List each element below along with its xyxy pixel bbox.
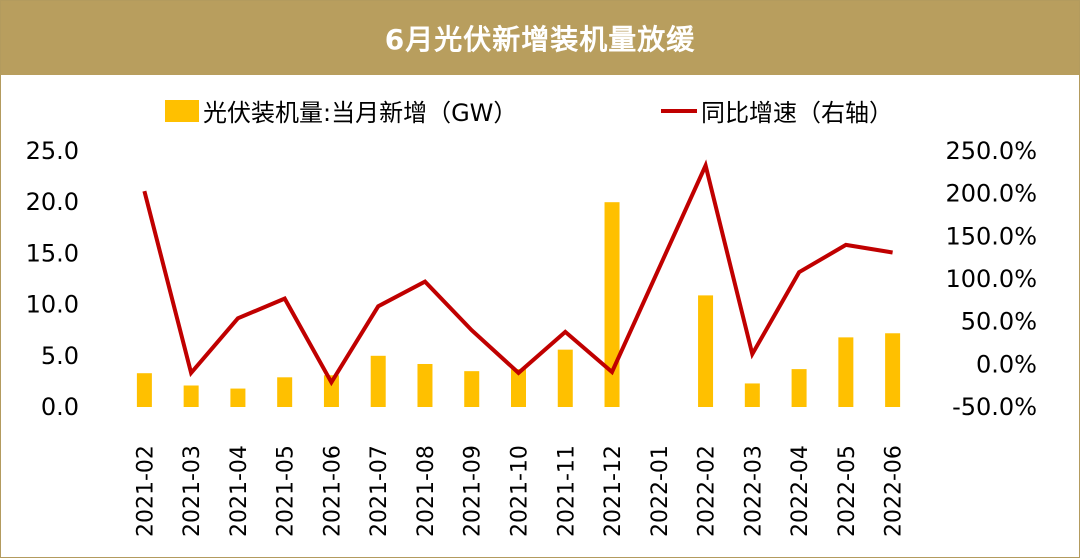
x-tick-label: 2021-09 [461,445,486,537]
title-bar: 6月光伏新增装机量放缓 [1,1,1079,75]
x-tick-label: 2022-06 [882,445,907,537]
x-tick-label: 2021-07 [367,445,392,537]
x-tick-label: 2021-08 [414,445,439,537]
x-tick-label: 2021-12 [601,445,626,537]
y-right-tick-label: -50.0% [952,393,1037,421]
x-tick-label: 2022-02 [695,445,720,537]
x-tick-label: 2021-02 [133,445,158,537]
x-tick-label: 2021-06 [320,445,345,537]
y-left-tick-label: 25.0 [26,137,79,165]
x-tick-label: 2022-01 [648,445,673,537]
bar-2021-02 [136,373,152,407]
x-tick-label: 2021-05 [274,445,299,537]
legend: 光伏装机量:当月新增（GW） 同比增速（右轴） [1,93,1079,129]
bar-2021-06 [323,375,339,407]
bar-2021-11 [557,349,573,407]
y-right-tick-label: 0.0% [976,350,1037,378]
x-tick-label: 2021-10 [508,445,533,537]
y-left-tick-label: 20.0 [26,188,79,216]
y-left-tick-label: 15.0 [26,239,79,267]
bar-2021-05 [277,377,293,407]
legend-bar-label: 光伏装机量:当月新增（GW） [203,99,518,127]
x-tick-label: 2021-03 [180,445,205,537]
y-left-tick-label: 10.0 [26,291,79,319]
y-left-tick-label: 5.0 [41,342,79,370]
legend-item-line: 同比增速（右轴） [661,93,893,128]
x-tick-label: 2022-05 [835,445,860,537]
y-right-tick-label: 250.0% [945,137,1037,165]
legend-bar-swatch [165,99,199,122]
y-left-tick-label: 0.0 [41,393,79,421]
y-right-tick-label: 150.0% [945,222,1037,250]
chart-title: 6月光伏新增装机量放缓 [384,23,696,56]
y-right-tick-label: 200.0% [945,180,1037,208]
legend-line-label: 同比增速（右轴） [701,99,893,127]
line-series-yoy [142,159,893,387]
bar-2021-04 [230,388,246,407]
bar-2022-04 [791,369,807,407]
y-right-tick-label: 100.0% [945,265,1037,293]
x-tick-label: 2022-04 [788,445,813,537]
x-tick-label: 2021-04 [227,445,252,537]
bar-2021-08 [417,363,433,407]
y-right-tick-label: 50.0% [961,308,1037,336]
bar-2022-02 [698,295,714,407]
bar-2021-10 [511,369,526,407]
bar-2022-03 [744,383,760,407]
x-tick-label: 2021-11 [554,445,579,537]
legend-item-bar: 光伏装机量:当月新增（GW） [165,93,517,128]
legend-line-swatch [661,108,697,113]
bar-2021-12 [604,202,620,407]
bar-2022-06 [885,333,901,407]
x-tick-label: 2022-03 [741,445,766,537]
bar-2022-05 [838,337,854,407]
bar-2021-09 [464,371,480,407]
bar-2021-03 [183,385,199,407]
bar-2021-07 [370,355,386,407]
